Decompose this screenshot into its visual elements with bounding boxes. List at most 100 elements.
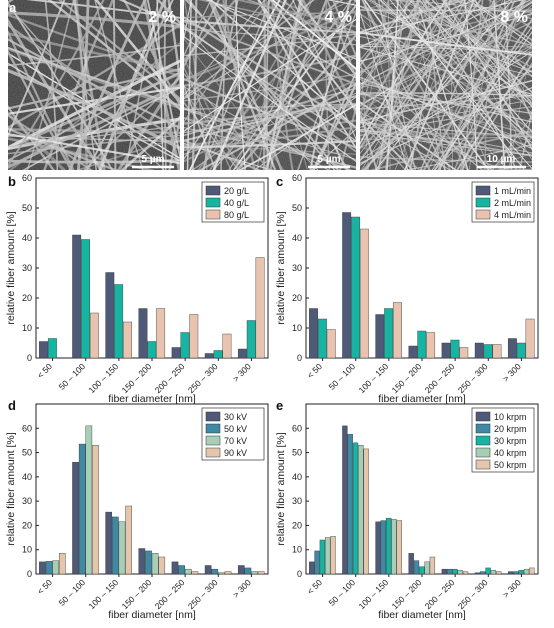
x-tick-label: 250 – 300	[456, 361, 490, 395]
x-tick-label: < 50	[305, 577, 324, 596]
bar	[222, 333, 232, 359]
bar	[255, 257, 265, 359]
x-tick-label: < 50	[35, 577, 54, 596]
bar	[391, 519, 397, 575]
bar	[518, 570, 524, 575]
bar	[386, 517, 392, 575]
bar	[452, 568, 458, 575]
bar	[326, 329, 336, 359]
figure-label-a: a	[9, 0, 17, 15]
x-tick-label: 150 – 200	[390, 361, 424, 395]
x-tick-label: 50 – 100	[327, 577, 358, 608]
bar	[59, 553, 66, 575]
legend-label: 1 mL/min	[494, 186, 531, 196]
bar	[459, 347, 469, 359]
y-tick-label: 60	[292, 423, 302, 433]
bar	[45, 561, 53, 575]
y-tick-label: 20	[292, 520, 302, 530]
bar	[359, 228, 369, 359]
bar	[525, 318, 535, 359]
bar	[516, 342, 526, 359]
bar	[309, 561, 315, 575]
bar	[39, 561, 46, 575]
legend-swatch	[205, 411, 221, 422]
y-tick-label: 10	[22, 323, 32, 333]
legend-swatch	[205, 197, 221, 208]
x-axis-label: fiber diameter [nm]	[378, 393, 466, 405]
bar	[81, 239, 90, 359]
legend-label: 50 kV	[224, 424, 247, 434]
x-tick-label: 250 – 300	[186, 361, 220, 395]
bar	[78, 443, 86, 575]
legend-label: 40 g/L	[224, 198, 249, 208]
legend-swatch	[475, 209, 491, 220]
bar	[480, 571, 486, 575]
legend-swatch	[475, 185, 491, 196]
bar	[85, 425, 93, 575]
bar	[396, 520, 402, 575]
bar	[309, 308, 318, 359]
bar	[426, 332, 436, 359]
bar	[72, 462, 79, 575]
y-axis-label: relative fiber amount [%]	[5, 211, 17, 324]
bar	[351, 216, 360, 359]
bar	[184, 568, 192, 575]
bar	[352, 442, 359, 575]
x-tick-label: 100 – 150	[86, 361, 120, 395]
bar	[180, 332, 190, 359]
bar	[363, 448, 369, 575]
y-tick-label: 60	[292, 173, 302, 183]
x-tick-label: < 50	[35, 361, 54, 380]
bar	[138, 308, 148, 359]
x-tick-label: 100 – 150	[356, 361, 390, 395]
y-tick-label: 20	[22, 520, 32, 530]
x-tick-label: 200 – 250	[153, 577, 187, 611]
bar	[342, 425, 348, 575]
bar	[171, 347, 181, 359]
y-axis-label: relative fiber amount [%]	[275, 211, 287, 324]
y-tick-label: 40	[22, 233, 32, 243]
bar	[246, 320, 256, 359]
bar	[330, 536, 336, 575]
legend-label: 70 kV	[224, 436, 247, 446]
sem-image-4-percent: 4 % 5 µm	[184, 0, 356, 170]
x-tick-label: 200 – 250	[153, 361, 187, 395]
sem-concentration-label: 2 %	[148, 9, 176, 26]
bar	[513, 571, 519, 575]
y-tick-label: 50	[292, 203, 302, 213]
x-tick-label: > 300	[501, 361, 523, 383]
bar	[380, 520, 386, 575]
x-tick-label: 150 – 200	[390, 577, 424, 611]
scale-bar-label: 10 µm	[487, 154, 516, 165]
bar	[523, 568, 530, 575]
legend-swatch	[475, 423, 491, 434]
bar	[492, 344, 502, 359]
y-tick-label: 0	[297, 569, 302, 579]
y-axis-label: relative fiber amount [%]	[275, 432, 287, 545]
sem-image-8-percent: 8 % 10 µm	[360, 0, 532, 170]
bar	[446, 568, 453, 575]
bar	[413, 560, 420, 575]
x-tick-label: > 300	[231, 361, 253, 383]
bar	[342, 212, 352, 359]
y-tick-label: 10	[292, 545, 302, 555]
y-axis-label: relative fiber amount [%]	[5, 432, 17, 545]
bar	[213, 350, 223, 359]
bar	[151, 553, 159, 575]
x-tick-label: 50 – 100	[57, 361, 88, 392]
bar	[237, 565, 245, 575]
bar	[450, 339, 460, 359]
chart-panel-d: 0 10 20 30 40 50 60 < 50 50 – 100 100 – 150 150 – …	[5, 403, 269, 621]
y-tick-label: 50	[292, 448, 302, 458]
chart-panel-c: 0 10 20 30 40 50 60 < 50 50 – 100 100 – 150 150 – …	[275, 173, 539, 405]
bar	[375, 314, 385, 359]
bar	[417, 330, 427, 359]
legend-swatch	[475, 435, 491, 446]
bar	[375, 521, 381, 575]
x-tick-label: > 300	[501, 577, 523, 599]
bar	[138, 548, 146, 575]
figure-label-c: c	[276, 174, 283, 189]
y-tick-label: 0	[297, 353, 302, 363]
x-tick-label: 150 – 200	[120, 361, 154, 395]
bar	[89, 312, 99, 359]
